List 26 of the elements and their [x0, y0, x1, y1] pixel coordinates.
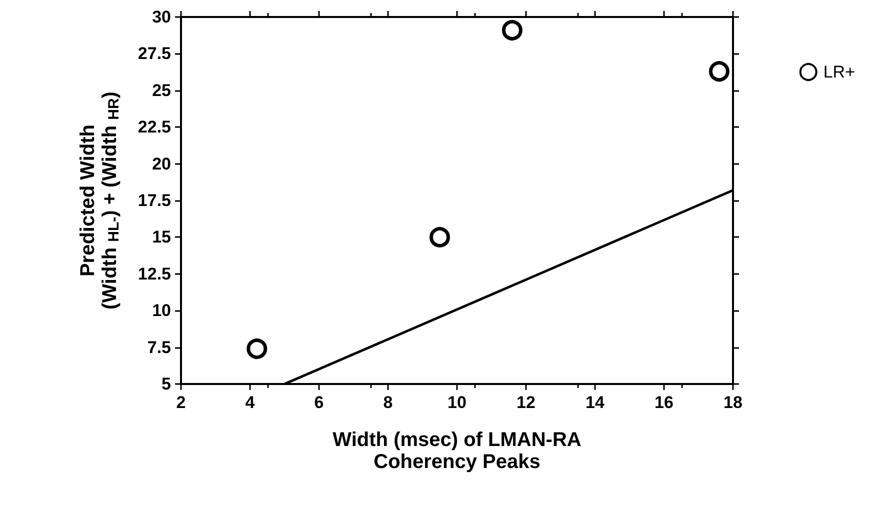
- x-tick-label: 12: [516, 393, 536, 412]
- y-tick-label: 10: [152, 301, 171, 320]
- x-tick-label: 18: [724, 393, 742, 412]
- x-tick-label: 2: [176, 393, 186, 412]
- y-tick-label: 27.5: [138, 44, 171, 64]
- x-axis-title: Width (msec) of LMAN-RA Coherency Peaks: [332, 429, 582, 473]
- y-tick-label: 5: [162, 374, 171, 394]
- point: [430, 226, 450, 248]
- y-tick-label: 20: [152, 154, 171, 174]
- point: [708, 61, 730, 82]
- y-tick-label: 17.5: [138, 191, 171, 210]
- x-tick-label: 14: [586, 393, 605, 412]
- point: [502, 20, 522, 40]
- y-tick-label: 12.5: [138, 264, 171, 284]
- x-tick-label: 16: [654, 393, 674, 412]
- x-tick-label: 10: [448, 393, 466, 412]
- y-tick-label: 30: [152, 8, 171, 26]
- x-tick-label: 6: [314, 393, 324, 412]
- y-tick-label: 25: [152, 80, 171, 100]
- legend-label: LR+: [823, 62, 856, 82]
- y-tick-label: 7.5: [147, 338, 171, 357]
- x-tick-label: 4: [245, 393, 256, 412]
- y-tick-label: 22.5: [138, 118, 171, 137]
- point: [246, 338, 268, 360]
- x-tick-label: 8: [383, 393, 393, 412]
- y-tick-label: 15: [152, 228, 171, 247]
